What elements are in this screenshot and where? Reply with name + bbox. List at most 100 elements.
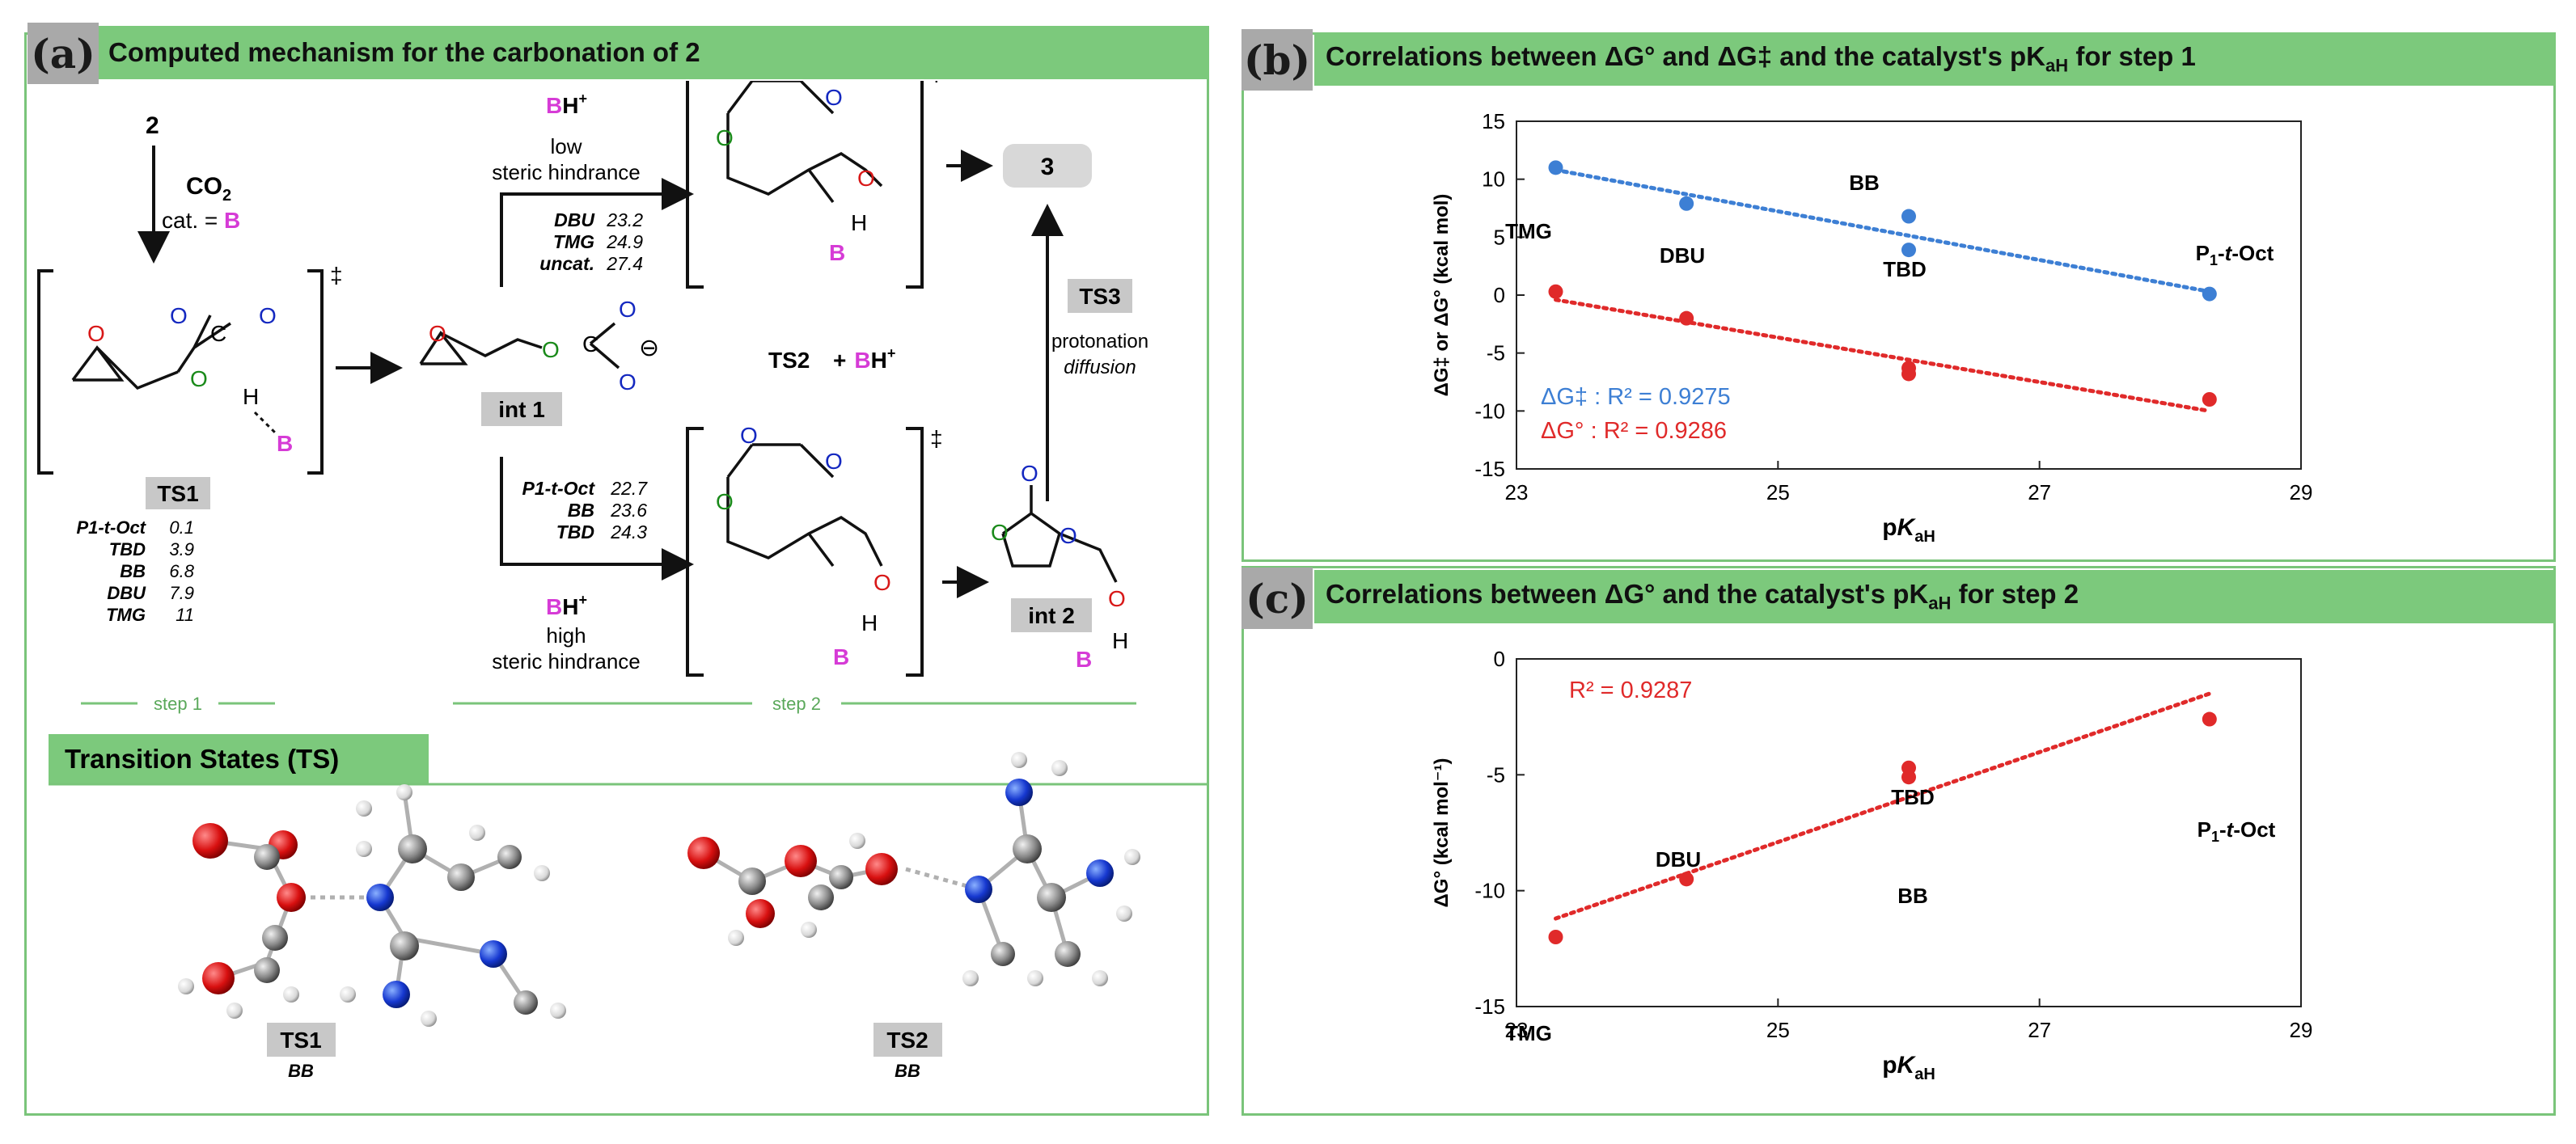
ts1-box (146, 477, 210, 509)
panel-c-tag: (c) (1241, 568, 1313, 629)
data-point-series-0 (1548, 930, 1563, 944)
ts2-3d-label: TS2 (886, 1028, 928, 1053)
ts2-upper-dagger: ‡ (930, 81, 943, 86)
legend-deg: ΔG° : R² = 0.9286 (1541, 418, 1727, 444)
r2-label: R² = 0.9287 (1569, 678, 1692, 703)
int1-o2: O (619, 369, 637, 395)
int2-skeleton (1001, 485, 1118, 583)
ts2-lower-bracket-left (686, 427, 704, 677)
ts2-upper-o2: O (825, 85, 843, 110)
ts1-o1: O (170, 303, 188, 328)
ts2-lower-bracket-right (906, 427, 924, 677)
int2-o2: O (991, 520, 1009, 545)
x-tick-label: 27 (2028, 1018, 2051, 1042)
ts1-skeleton (71, 314, 231, 390)
int2-o3: O (1060, 523, 1077, 548)
int2-o4: O (1108, 586, 1126, 611)
ts1-b: B (277, 431, 293, 456)
int1-box (481, 392, 562, 426)
ts2-lower-o1: O (740, 423, 758, 448)
plus-bh: + BH+ (833, 345, 895, 373)
ts1-h: H (243, 384, 259, 409)
bh-top-line2: steric hindrance (492, 160, 641, 184)
lower-energy-val: 23.6 (610, 500, 647, 521)
ts1-energy-cat: TBD (109, 539, 146, 559)
fit-line-series-0 (1554, 167, 2212, 294)
y-tick-label: -5 (1487, 762, 1505, 787)
mechanism-scheme: 2 CO2 cat. = B ‡ O O C O O H B TS1 P1-t-… (37, 81, 1209, 1081)
bh-bottom-line2: steric hindrance (492, 649, 641, 673)
catalyst-label: cat. = B (162, 208, 240, 233)
chart-step2: pKaH ΔG° (kcal mol⁻¹) 23 25 27 290-5-10-15 … (1431, 647, 2312, 1083)
x-axis-label: pKaH (1882, 1052, 1935, 1083)
lower-energy-list: P1-t-Oct 22.7 BB 23.6 TBD 24.3 (522, 478, 649, 542)
y-tick-label: 0 (1494, 647, 1505, 671)
ts1-3d-label: TS1 (280, 1028, 321, 1053)
y-tick-label: -15 (1474, 994, 1505, 1019)
data-point-series-0 (1901, 243, 1916, 258)
point-label-bb: BB (1897, 884, 1928, 908)
point-label-p1toct: P1-t-Oct (2197, 817, 2276, 845)
co2-label: CO2 (186, 173, 231, 205)
y-tick-label: 5 (1494, 225, 1505, 249)
product-box (1003, 144, 1092, 188)
data-point-series-0 (1901, 770, 1916, 785)
int1-epoxide-o: O (429, 321, 446, 346)
point-label-tbd: TBD (1883, 257, 1926, 281)
lower-energy-val: 22.7 (610, 478, 648, 499)
fit-line-series-0 (1554, 691, 2212, 921)
lower-energy-cat: P1-t-Oct (522, 478, 596, 499)
arrow-lower-branch (500, 457, 694, 580)
ts2-3d-atoms (687, 752, 1140, 986)
point-label-tmg: TMG (1505, 219, 1552, 243)
plot-area (1516, 120, 2302, 470)
ts1-energy-val: 6.8 (169, 561, 194, 581)
ts1-3d-box (267, 1023, 336, 1057)
data-point-series-1 (1901, 366, 1916, 382)
int2-o1: O (1021, 461, 1038, 486)
bh-bottom: BH+ (546, 592, 587, 619)
ts1-o-green: O (190, 366, 208, 391)
legend-dag: ΔG‡ : R² = 0.9275 (1541, 384, 1731, 410)
ts1-energy-val: 0.1 (169, 517, 194, 538)
upper-energy-list: DBU 23.2 TMG 24.9 uncat. 27.4 (539, 209, 643, 274)
panel-a-header: Computed mechanism for the carbonation o… (97, 26, 1209, 79)
data-point-series-0 (2202, 286, 2217, 302)
ts1-energy-val: 11 (176, 605, 194, 625)
int2-b: B (1076, 647, 1092, 672)
y-tick-label: -5 (1487, 341, 1505, 365)
upper-energy-val: 27.4 (606, 253, 643, 274)
ts1-o2: O (259, 303, 277, 328)
ts2-upper-b: B (829, 240, 845, 265)
y-tick-label: -10 (1474, 879, 1505, 903)
y-tick-label: 0 (1494, 283, 1505, 307)
ts2-lower-o4: O (873, 570, 891, 595)
fit-line-series-1 (1554, 298, 2212, 413)
plot-area (1516, 658, 2302, 1007)
ts1-energy-val: 7.9 (169, 583, 194, 603)
upper-energy-cat: TMG (553, 231, 594, 252)
ts2-lower-o2: O (825, 449, 843, 474)
x-tick-label: 23 (1505, 480, 1529, 504)
point-label-p1toct: P1-t-Oct (2196, 241, 2274, 268)
ts2-lower-h: H (861, 610, 878, 635)
int1-skeleton (419, 322, 620, 369)
ts1-energy-cat: DBU (107, 583, 146, 603)
point-label-tmg: TMG (1505, 1021, 1552, 1045)
y-tick-label: -15 (1474, 457, 1505, 481)
upper-energy-cat: uncat. (539, 253, 594, 274)
y-tick-label: -10 (1474, 399, 1505, 423)
int1-o-green: O (542, 337, 560, 362)
int2-h: H (1112, 628, 1128, 653)
data-point-series-0 (1548, 160, 1563, 175)
point-label-bb: BB (1849, 171, 1880, 195)
panel-b-header: Correlations between ΔG° and ΔG‡ and the… (1314, 32, 2556, 86)
ts2-3d-sub: BB (895, 1061, 920, 1081)
lower-energy-val: 24.3 (610, 521, 647, 542)
ts1-dagger: ‡ (330, 263, 343, 288)
bh-top: BH+ (546, 91, 587, 118)
ts1-c: C (210, 321, 226, 346)
ts1-epoxide-o: O (87, 321, 105, 346)
ts2-lower-dagger: ‡ (930, 426, 943, 451)
ts1-hb-dash (253, 411, 277, 434)
